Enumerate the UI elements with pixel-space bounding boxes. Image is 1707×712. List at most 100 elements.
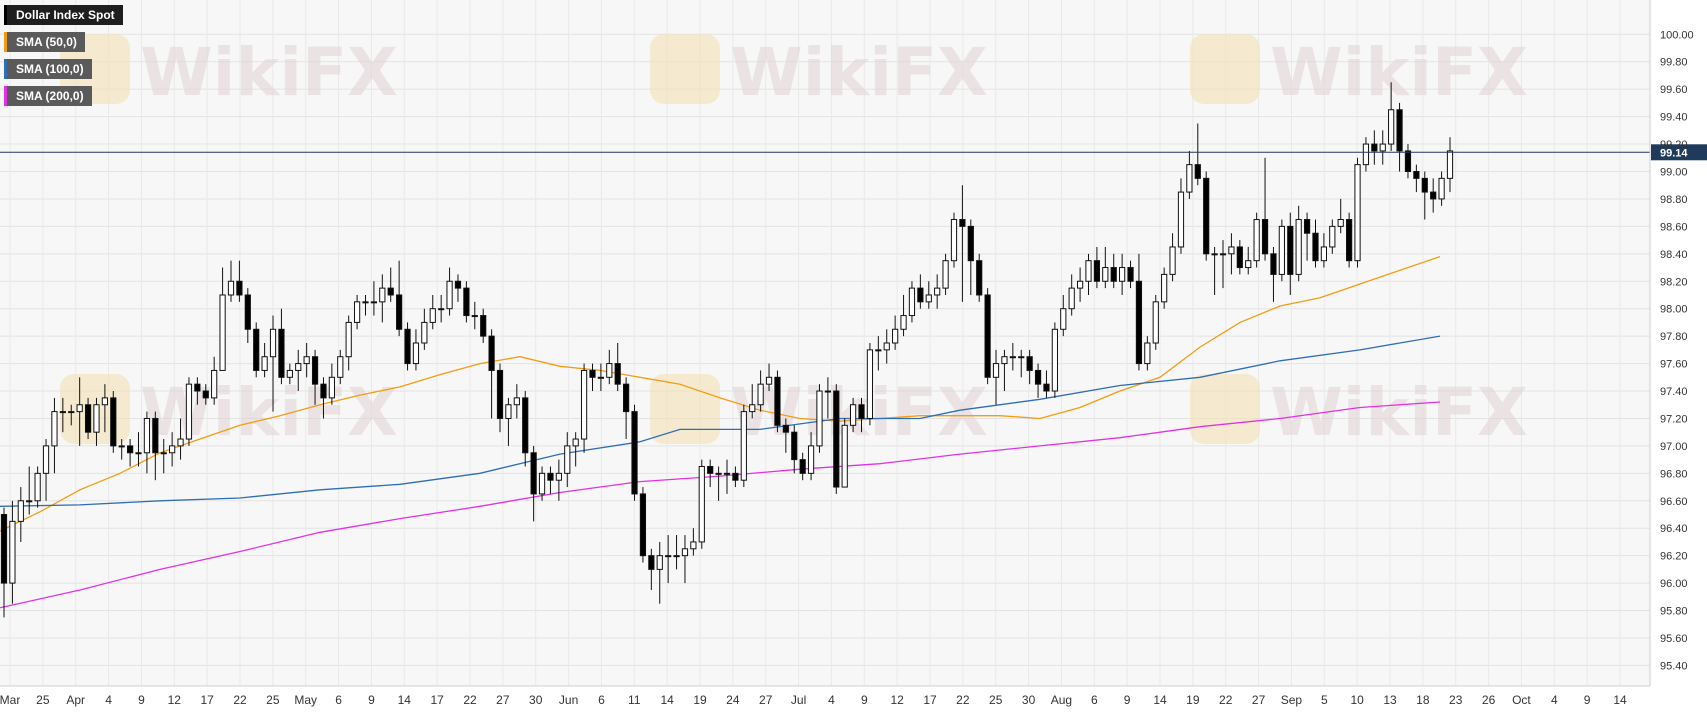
candle-body <box>866 349 874 419</box>
x-tick-label: 6 <box>1091 693 1098 707</box>
candle-body <box>1413 171 1420 179</box>
candle <box>269 315 277 412</box>
y-tick-label: 96.20 <box>1660 551 1688 563</box>
candle <box>412 329 420 371</box>
legend-item[interactable]: SMA (200,0) <box>4 86 92 106</box>
candle <box>791 425 798 474</box>
candle-body <box>1295 219 1302 275</box>
candle <box>1060 294 1067 337</box>
candle-body <box>34 472 41 502</box>
candle-body <box>1421 177 1428 193</box>
candle-body <box>1388 109 1395 145</box>
y-tick-label: 97.00 <box>1660 441 1688 453</box>
candle-body <box>76 404 83 413</box>
candle <box>1093 246 1101 289</box>
candle <box>908 281 916 323</box>
candle-body <box>950 219 958 262</box>
candle <box>387 267 394 302</box>
candle-body <box>732 472 739 481</box>
legend-item[interactable]: Dollar Index Spot <box>4 5 123 25</box>
candle <box>353 294 361 330</box>
candle <box>1337 198 1344 234</box>
candle-body <box>925 294 932 303</box>
candle <box>227 260 235 302</box>
candle <box>976 253 983 302</box>
candle-body <box>1219 253 1227 256</box>
x-tick-label: 25 <box>989 693 1003 707</box>
x-tick-label: 17 <box>200 693 214 707</box>
candle <box>1253 212 1260 268</box>
candle <box>17 487 24 542</box>
x-tick-label: 27 <box>1252 693 1266 707</box>
x-tick-label: 22 <box>1219 693 1233 707</box>
y-tick-label: 98.80 <box>1660 194 1688 206</box>
x-tick-label: 4 <box>828 693 835 707</box>
candle <box>1211 246 1218 295</box>
candle <box>1354 157 1361 268</box>
x-tick-label: Mar <box>0 693 20 707</box>
candle-body <box>530 452 537 495</box>
candle <box>463 281 470 323</box>
candle-body <box>379 287 386 303</box>
candle <box>892 315 899 350</box>
candle-body <box>1018 356 1025 359</box>
x-tick-label: 6 <box>335 693 342 707</box>
candle <box>152 411 159 481</box>
x-tick-label: 27 <box>759 693 773 707</box>
x-tick-label: 27 <box>496 693 510 707</box>
candle-body <box>194 383 201 392</box>
candle <box>429 294 436 330</box>
candle <box>833 384 840 494</box>
x-tick-label: 17 <box>430 693 444 707</box>
candle <box>992 349 1000 405</box>
x-tick-label: Jun <box>559 693 578 707</box>
watermark-logo <box>650 34 720 104</box>
candle-body <box>463 287 470 317</box>
candle <box>698 459 705 549</box>
candle <box>1362 137 1370 172</box>
candle <box>1287 212 1294 295</box>
x-tick-label: 6 <box>598 693 605 707</box>
y-tick-label: 99.80 <box>1660 57 1688 69</box>
y-tick-label: 98.00 <box>1660 304 1688 316</box>
x-tick-label: 11 <box>628 693 641 707</box>
candle-body <box>1152 301 1159 344</box>
candle <box>488 329 495 419</box>
candle <box>749 384 756 419</box>
candle <box>1404 144 1412 179</box>
candle-body <box>1043 383 1050 392</box>
watermark-text: WikiFX <box>140 34 398 111</box>
watermark-text: WikiFX <box>730 34 988 111</box>
candle-body <box>589 369 596 378</box>
candle <box>1346 212 1353 268</box>
candle-body <box>892 328 899 344</box>
candle-body <box>580 369 588 440</box>
candle <box>42 439 50 501</box>
candle <box>555 459 562 501</box>
x-tick-label: 22 <box>463 693 477 707</box>
candle <box>614 343 621 392</box>
candle <box>505 397 512 446</box>
candle <box>1320 233 1328 268</box>
candle <box>513 384 520 419</box>
candle <box>841 418 848 488</box>
candle-body <box>278 328 285 378</box>
candle-body <box>1404 150 1412 172</box>
candle <box>68 404 75 426</box>
legend-item[interactable]: SMA (50,0) <box>4 32 85 52</box>
x-tick-label: 14 <box>398 693 412 707</box>
candle <box>715 466 722 501</box>
y-tick-label: 98.40 <box>1660 249 1688 261</box>
candle-body <box>295 363 302 371</box>
legend-item[interactable]: SMA (100,0) <box>4 59 92 79</box>
candle <box>816 384 823 453</box>
candle <box>732 466 739 488</box>
candle-body <box>84 404 92 433</box>
candle-body <box>799 459 806 474</box>
candle-body <box>959 219 966 227</box>
candle-body <box>1379 143 1386 152</box>
candle <box>1329 219 1336 254</box>
candle-body <box>135 452 142 455</box>
candle <box>26 466 33 515</box>
candle <box>648 548 655 590</box>
